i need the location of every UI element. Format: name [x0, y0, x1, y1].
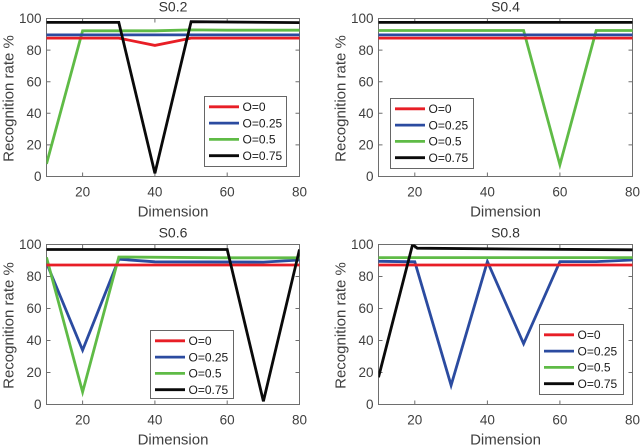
svg-text:O=0.25: O=0.25 — [243, 116, 283, 130]
svg-text:80: 80 — [625, 412, 640, 427]
svg-text:100: 100 — [19, 11, 42, 26]
svg-text:Recognition rate %: Recognition rate % — [1, 262, 18, 389]
svg-text:60: 60 — [26, 74, 41, 89]
svg-text:60: 60 — [220, 184, 235, 199]
svg-text:O=0: O=0 — [578, 328, 601, 342]
svg-text:40: 40 — [358, 106, 373, 121]
svg-text:O=0.75: O=0.75 — [189, 383, 229, 397]
svg-text:80: 80 — [625, 184, 640, 199]
svg-text:0: 0 — [34, 169, 42, 184]
svg-text:80: 80 — [26, 269, 41, 284]
svg-text:20: 20 — [26, 138, 41, 153]
svg-text:20: 20 — [75, 412, 90, 427]
svg-text:20: 20 — [358, 138, 373, 153]
svg-text:O=0.25: O=0.25 — [189, 350, 229, 364]
svg-text:Recognition rate %: Recognition rate % — [333, 262, 350, 389]
svg-text:40: 40 — [147, 184, 162, 199]
svg-text:100: 100 — [19, 237, 42, 252]
svg-text:40: 40 — [26, 106, 41, 121]
svg-text:100: 100 — [351, 11, 374, 26]
svg-text:Recognition rate %: Recognition rate % — [333, 35, 350, 162]
svg-text:80: 80 — [26, 43, 41, 58]
svg-text:S0.4: S0.4 — [491, 0, 520, 15]
svg-text:O=0.25: O=0.25 — [429, 118, 469, 132]
svg-text:100: 100 — [351, 237, 374, 252]
svg-text:80: 80 — [292, 412, 307, 427]
svg-text:Dimension: Dimension — [470, 203, 541, 220]
svg-text:60: 60 — [358, 301, 373, 316]
svg-text:40: 40 — [480, 412, 495, 427]
svg-text:60: 60 — [220, 412, 235, 427]
svg-text:40: 40 — [358, 333, 373, 348]
svg-text:O=0.75: O=0.75 — [243, 149, 283, 163]
svg-text:S0.6: S0.6 — [159, 225, 188, 241]
svg-text:40: 40 — [480, 184, 495, 199]
svg-text:O=0.75: O=0.75 — [429, 151, 469, 165]
svg-text:Dimension: Dimension — [138, 431, 209, 445]
svg-text:O=0.5: O=0.5 — [429, 135, 462, 149]
svg-text:O=0: O=0 — [243, 100, 266, 114]
svg-text:40: 40 — [147, 412, 162, 427]
svg-text:Recognition rate %: Recognition rate % — [1, 35, 18, 162]
svg-text:Dimension: Dimension — [138, 203, 209, 220]
svg-text:O=0.25: O=0.25 — [578, 344, 618, 358]
svg-text:Dimension: Dimension — [470, 431, 541, 445]
svg-text:S0.2: S0.2 — [159, 0, 188, 15]
svg-text:60: 60 — [358, 74, 373, 89]
svg-text:60: 60 — [26, 301, 41, 316]
svg-text:80: 80 — [358, 269, 373, 284]
svg-text:40: 40 — [26, 333, 41, 348]
svg-text:20: 20 — [407, 184, 422, 199]
svg-text:0: 0 — [34, 397, 42, 412]
svg-text:60: 60 — [552, 184, 567, 199]
svg-text:O=0: O=0 — [429, 102, 452, 116]
svg-text:O=0.5: O=0.5 — [578, 361, 611, 375]
svg-text:20: 20 — [26, 365, 41, 380]
svg-text:O=0.5: O=0.5 — [189, 367, 222, 381]
svg-text:80: 80 — [292, 184, 307, 199]
svg-text:O=0.5: O=0.5 — [243, 133, 276, 147]
svg-text:O=0: O=0 — [189, 334, 212, 348]
svg-text:20: 20 — [407, 412, 422, 427]
svg-text:S0.8: S0.8 — [491, 225, 520, 241]
svg-text:0: 0 — [366, 169, 374, 184]
svg-text:O=0.75: O=0.75 — [578, 377, 618, 391]
svg-text:0: 0 — [366, 397, 374, 412]
svg-text:60: 60 — [552, 412, 567, 427]
svg-text:20: 20 — [358, 365, 373, 380]
svg-text:80: 80 — [358, 43, 373, 58]
svg-text:20: 20 — [75, 184, 90, 199]
